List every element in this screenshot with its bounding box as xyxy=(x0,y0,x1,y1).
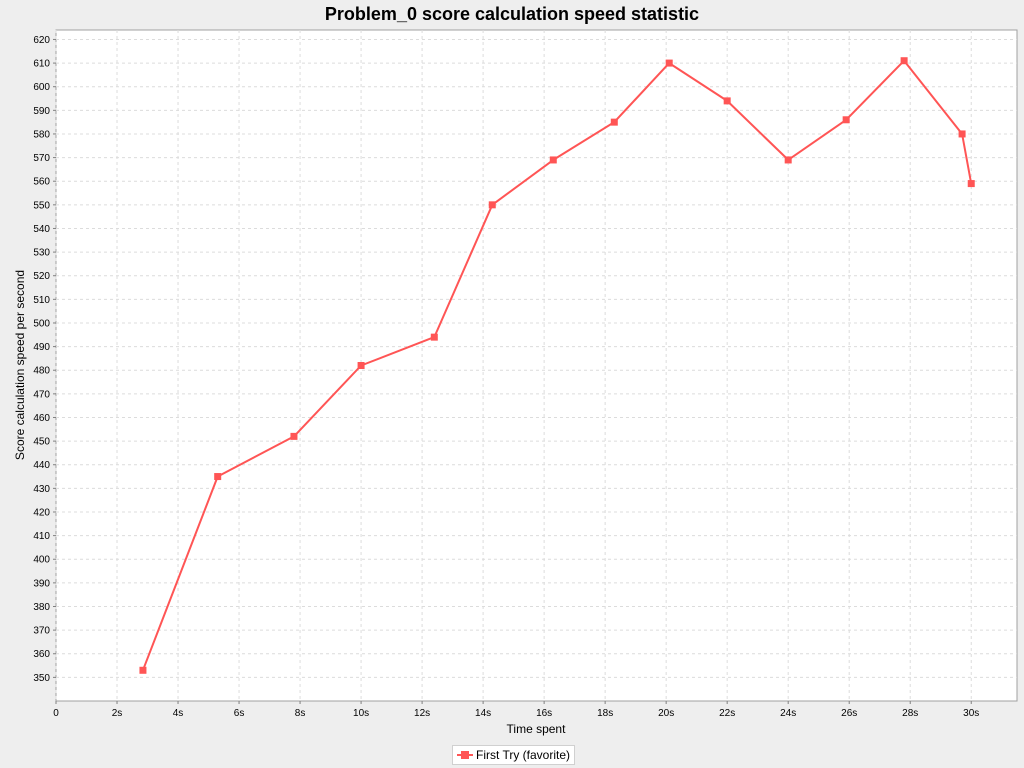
x-tick-label: 24s xyxy=(780,708,796,719)
legend-swatch xyxy=(457,750,473,760)
data-point-marker xyxy=(214,473,222,481)
x-tick-label: 22s xyxy=(719,708,735,719)
data-point-marker xyxy=(958,130,966,138)
data-point-marker xyxy=(723,97,731,105)
chart-title: Problem_0 score calculation speed statis… xyxy=(324,4,700,24)
y-tick-label: 550 xyxy=(33,200,50,211)
y-tick-label: 480 xyxy=(33,366,50,377)
y-tick-label: 610 xyxy=(33,59,50,70)
y-tick-label: 430 xyxy=(33,484,50,495)
x-tick-label: 2s xyxy=(112,708,123,719)
y-tick-label: 450 xyxy=(33,437,50,448)
y-tick-label: 580 xyxy=(33,129,50,140)
y-tick-label: 510 xyxy=(33,295,50,306)
data-point-marker xyxy=(784,156,792,164)
legend-label: First Try (favorite) xyxy=(476,748,571,762)
x-tick-label: 26s xyxy=(841,708,857,719)
legend: First Try (favorite) xyxy=(452,745,576,765)
y-tick-label: 530 xyxy=(33,248,50,259)
y-tick-label: 360 xyxy=(33,649,50,660)
data-point-marker xyxy=(430,333,438,341)
y-tick-label: 540 xyxy=(33,224,50,235)
x-tick-label: 6s xyxy=(234,708,245,719)
y-tick-label: 370 xyxy=(33,626,50,637)
y-tick-label: 420 xyxy=(33,507,50,518)
data-point-marker xyxy=(357,362,365,369)
y-tick-label: 350 xyxy=(33,673,50,684)
data-point-marker xyxy=(967,180,975,188)
y-tick-label: 440 xyxy=(33,460,50,471)
x-tick-label: 28s xyxy=(902,708,918,719)
y-tick-label: 380 xyxy=(33,602,50,613)
y-tick-label: 470 xyxy=(33,389,50,400)
x-tick-label: 18s xyxy=(597,708,613,719)
y-axis-title: Score calculation speed per second xyxy=(13,270,27,460)
y-tick-label: 410 xyxy=(33,531,50,542)
x-tick-label: 30s xyxy=(963,708,979,719)
y-tick-label: 590 xyxy=(33,106,50,117)
y-tick-label: 500 xyxy=(33,318,50,329)
plot-area xyxy=(55,29,1018,702)
y-tick-label: 460 xyxy=(33,413,50,424)
x-tick-label: 8s xyxy=(295,708,306,719)
x-tick-label: 20s xyxy=(658,708,674,719)
y-tick-label: 520 xyxy=(33,271,50,282)
data-point-marker xyxy=(290,432,298,440)
data-point-marker xyxy=(842,116,850,124)
x-tick-label: 4s xyxy=(173,708,184,719)
series xyxy=(139,57,975,674)
x-tick-label: 10s xyxy=(353,708,369,719)
axes: 350 360 370 380 390 400 410 420 430 440 450 460 470 4… xyxy=(33,35,979,719)
x-tick-label: 12s xyxy=(414,708,430,719)
grid xyxy=(55,30,1017,701)
data-point-marker xyxy=(139,666,147,674)
y-tick-label: 620 xyxy=(33,35,50,46)
data-point-marker xyxy=(610,118,618,126)
x-tick-label: 16s xyxy=(536,708,552,719)
y-tick-label: 570 xyxy=(33,153,50,164)
x-tick-label: 0 xyxy=(53,708,59,719)
y-tick-label: 490 xyxy=(33,342,50,353)
y-tick-label: 400 xyxy=(33,555,50,566)
y-tick-label: 560 xyxy=(33,177,50,188)
x-tick-label: 14s xyxy=(475,708,491,719)
y-tick-label: 390 xyxy=(33,578,50,589)
data-point-marker xyxy=(549,156,557,164)
data-point-marker xyxy=(488,201,496,209)
data-point-marker xyxy=(665,59,673,67)
y-tick-label: 600 xyxy=(33,82,50,93)
data-point-marker xyxy=(900,57,908,65)
x-axis-title: Time spent xyxy=(507,722,567,736)
